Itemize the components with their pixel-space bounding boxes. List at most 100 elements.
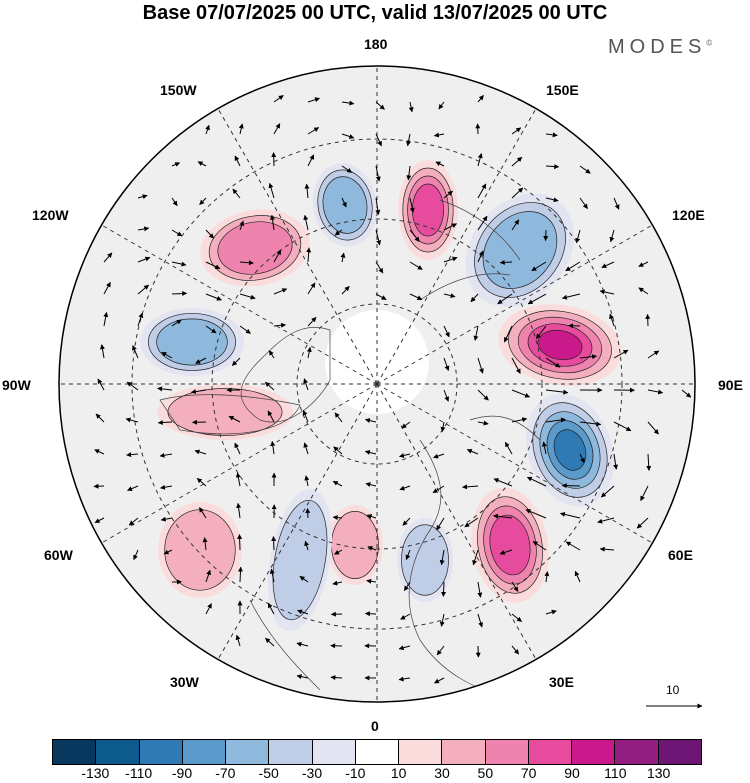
wind-arrow [579, 197, 588, 210]
wind-arrow [477, 250, 484, 263]
wind-arrow [228, 415, 241, 423]
wind-arrow [597, 517, 615, 524]
wind-arrow [137, 284, 149, 295]
wind-arrow [511, 357, 521, 374]
wind-arrow [239, 220, 245, 231]
wind-arrow [237, 533, 243, 551]
wind-arrow [273, 249, 282, 263]
map-border [58, 65, 696, 703]
wind-arrow [575, 229, 581, 244]
wind-arrow [205, 261, 221, 270]
wind-arrow [408, 101, 414, 113]
wind-arrow [433, 132, 445, 138]
colorbar-tick-label: 30 [434, 765, 450, 781]
wind-arrow [232, 188, 241, 199]
wind-arrow [270, 440, 276, 455]
wind-arrow [647, 389, 664, 395]
wind-arrow [579, 165, 591, 174]
wind-arrow [366, 578, 377, 584]
wind-arrow [545, 389, 569, 395]
wind-arrow [273, 123, 281, 135]
wind-arrow [137, 194, 148, 200]
label-0: 0 [371, 718, 379, 734]
wind-arrow [237, 566, 243, 583]
wind-arrow [334, 549, 343, 555]
wind-arrow [477, 389, 489, 401]
wind-arrow [647, 350, 660, 359]
wind-arrow [366, 514, 377, 519]
label-90e: 90E [718, 377, 743, 393]
colorbar-bin [399, 740, 443, 764]
colorbar-bin [139, 740, 183, 764]
wind-arrow [307, 282, 316, 295]
anomaly-cell [398, 160, 458, 260]
colorbar-tick-label: -50 [258, 765, 279, 781]
wind-arrow [470, 293, 479, 303]
colorbar-bin [96, 740, 140, 764]
wind-arrow [157, 420, 173, 426]
wind-arrow [541, 441, 547, 455]
wind-arrow [511, 645, 520, 655]
wind-arrow [231, 357, 241, 366]
colorbar-tick-label: -10 [345, 765, 366, 781]
colorbar-bin [226, 740, 270, 764]
wind-arrow [477, 153, 483, 167]
wind-arrow [304, 475, 310, 487]
wind-arrow [307, 316, 317, 327]
wind-arrow [126, 452, 139, 458]
label-120w: 120W [32, 207, 69, 223]
wind-arrow [125, 417, 139, 423]
wind-arrow [613, 349, 629, 359]
colorbar-tick-label: 50 [477, 765, 494, 781]
wind-arrow [341, 133, 355, 139]
map-title: Base 07/07/2025 00 UTC, valid 13/07/2025… [142, 2, 608, 24]
wind-arrow [306, 247, 312, 263]
label-150w: 150W [160, 82, 197, 98]
wind-arrow [601, 261, 615, 268]
wind-arrow [545, 357, 561, 368]
wind-arrow [398, 645, 411, 651]
meridian-line [101, 383, 378, 544]
wind-arrow [443, 256, 458, 263]
wind-arrow [194, 449, 207, 455]
wind-arrow [238, 123, 244, 135]
wind-arrow [511, 127, 522, 135]
wind-arrow [375, 133, 382, 147]
wind-arrow [511, 613, 522, 622]
wind-arrow [205, 124, 210, 135]
wind-arrow [333, 446, 343, 455]
anomaly-cell [200, 209, 310, 287]
wind-arrow [364, 611, 377, 617]
wind-arrow [234, 442, 241, 455]
wind-arrow [439, 613, 445, 627]
wind-arrow [511, 156, 523, 167]
colorbar-tick-label: 10 [390, 765, 407, 781]
wind-arrow [462, 484, 479, 490]
colorbar-bin [442, 740, 486, 764]
wind-arrow [199, 197, 207, 205]
wind-arrow [202, 537, 208, 551]
wind-arrow [199, 507, 207, 519]
reference-vector-value: 10 [666, 683, 680, 697]
wind-arrow [609, 229, 615, 243]
wind-arrow [132, 345, 139, 359]
wind-arrow [171, 319, 182, 327]
wind-arrow [535, 325, 547, 339]
wind-arrow [305, 507, 311, 519]
wind-arrow [599, 546, 615, 552]
wind-arrow [434, 677, 445, 684]
wind-arrow [128, 517, 139, 526]
wind-arrow [126, 381, 139, 391]
meridian-line [376, 108, 537, 385]
wind-arrow [95, 413, 105, 423]
meridian-line [101, 224, 378, 385]
wind-arrow [332, 515, 343, 521]
colorbar-bin [485, 740, 529, 764]
wind-arrow [640, 485, 649, 502]
wind-arrow [137, 226, 150, 232]
wind-arrow [332, 580, 343, 586]
wind-arrow [406, 165, 412, 181]
wind-arrow [235, 634, 241, 647]
wind-arrow [499, 549, 513, 555]
wind-arrow [526, 476, 547, 487]
